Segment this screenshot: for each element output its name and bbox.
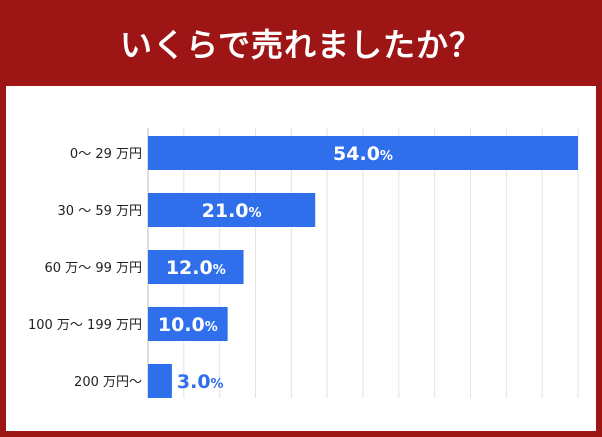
value-label: 21.0% — [202, 200, 262, 222]
value-label: 12.0% — [166, 257, 226, 279]
category-label: 60 万～ 99 万円 — [45, 261, 142, 276]
category-label: 200 万円～ — [74, 375, 142, 390]
bar — [148, 364, 172, 398]
value-label: 10.0% — [158, 314, 218, 336]
category-label: 0～ 29 万円 — [70, 147, 142, 162]
value-label: 54.0% — [333, 143, 393, 165]
bar — [148, 307, 228, 341]
category-label: 100 万～ 199 万円 — [28, 318, 142, 333]
category-label: 30 ～ 59 万円 — [58, 204, 142, 219]
bar — [148, 193, 316, 227]
bar — [148, 250, 244, 284]
chart-title: いくらで売れましたか？ — [119, 26, 483, 64]
bar — [148, 136, 578, 170]
value-label: 3.0% — [177, 371, 224, 393]
